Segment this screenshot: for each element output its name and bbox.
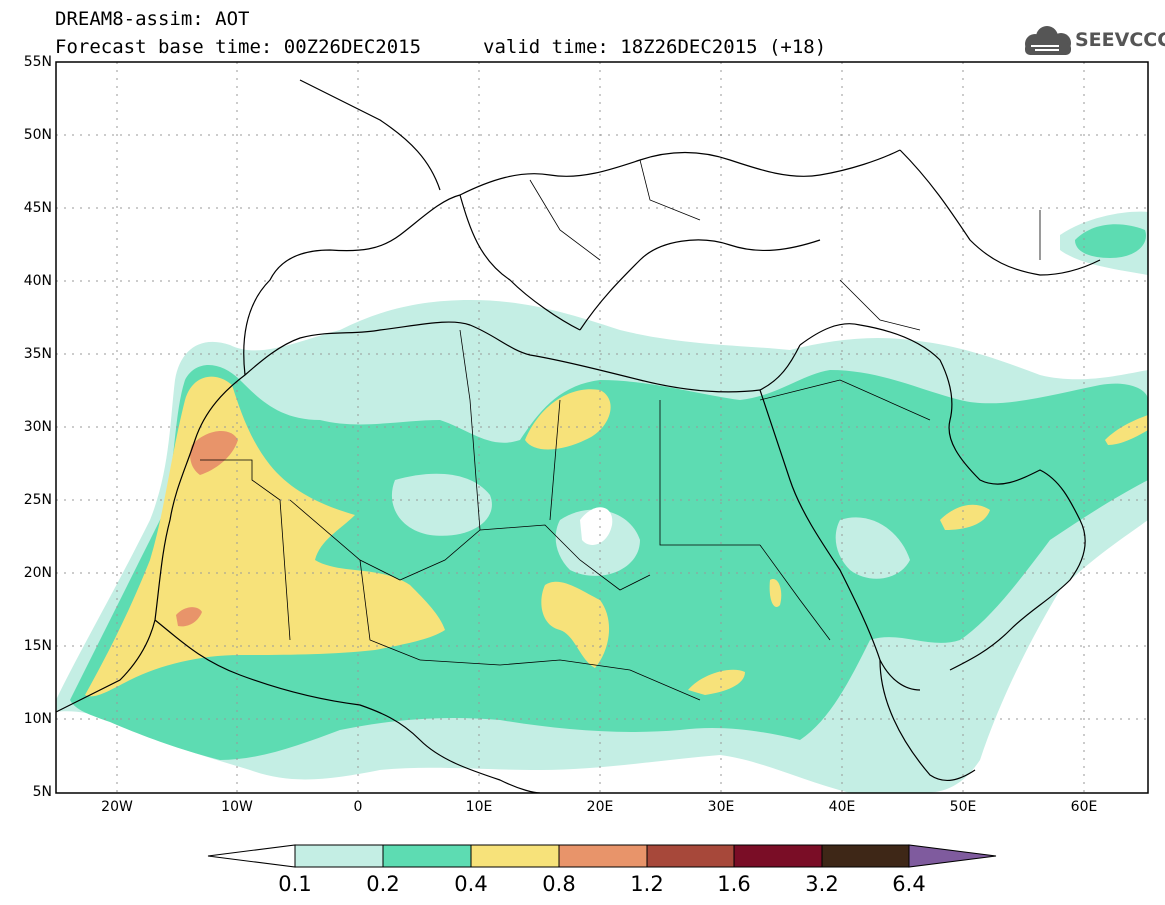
country-borders (200, 159, 1041, 701)
cloud-logo-icon (1025, 26, 1071, 55)
legend-label: 0.1 (278, 872, 312, 896)
legend-label: 1.6 (717, 872, 751, 896)
map-frame (55, 61, 1149, 794)
lon-label: 60E (1070, 799, 1098, 815)
logo-text: SEEVCCC (1075, 29, 1165, 51)
lat-label: 10N (23, 711, 52, 727)
lat-label: 45N (23, 200, 52, 216)
lat-label: 25N (23, 492, 52, 508)
coastlines (56, 79, 1101, 793)
aot-field-yellow-sudan (688, 669, 745, 695)
aot-gap-arabia (835, 517, 910, 579)
lon-label: 20E (586, 799, 614, 815)
aot-gap-white (580, 507, 613, 545)
legend-label: 0.4 (454, 872, 488, 896)
aot-field-yellow-ethiopia (769, 579, 782, 608)
map-title: DREAM8-assim: AOT (55, 8, 250, 30)
lat-label: 50N (23, 127, 52, 143)
legend-label: 6.4 (892, 872, 926, 896)
lon-label: 50E (949, 799, 977, 815)
lat-label: 35N (23, 346, 52, 362)
aot-gap-sahara (391, 473, 492, 536)
aot-field-green-east (1075, 224, 1146, 258)
lat-label: 40N (23, 273, 52, 289)
forecast-base-time: Forecast base time: 00Z26DEC2015 (55, 36, 422, 58)
lat-label: 20N (23, 565, 52, 581)
lat-label: 5N (32, 784, 52, 800)
aot-field-yellow-gulf (940, 504, 990, 530)
valid-time: valid time: 18Z26DEC2015 (+18) (483, 36, 827, 58)
lat-label: 15N (23, 638, 52, 654)
legend-label: 1.2 (630, 872, 664, 896)
lat-label: 30N (23, 419, 52, 435)
aot-field-yellow-north (525, 389, 611, 450)
legend-label: 0.2 (366, 872, 400, 896)
aot-field-orange-morocco (190, 430, 238, 475)
lon-label: 10E (465, 799, 493, 815)
lon-label: 40E (828, 799, 856, 815)
aot-field-orange-mali (176, 607, 202, 627)
aot-field-yellow-east (1105, 415, 1148, 445)
grid-lines (56, 62, 1148, 793)
legend-label: 3.2 (805, 872, 839, 896)
lon-label: 10W (221, 799, 253, 815)
aot-field-yellow-west (85, 376, 445, 697)
legend-label: 0.8 (542, 872, 576, 896)
lat-label: 55N (23, 54, 52, 70)
lon-label: 20W (101, 799, 133, 815)
lon-label: 0 (353, 799, 363, 815)
lon-label: 30E (707, 799, 735, 815)
